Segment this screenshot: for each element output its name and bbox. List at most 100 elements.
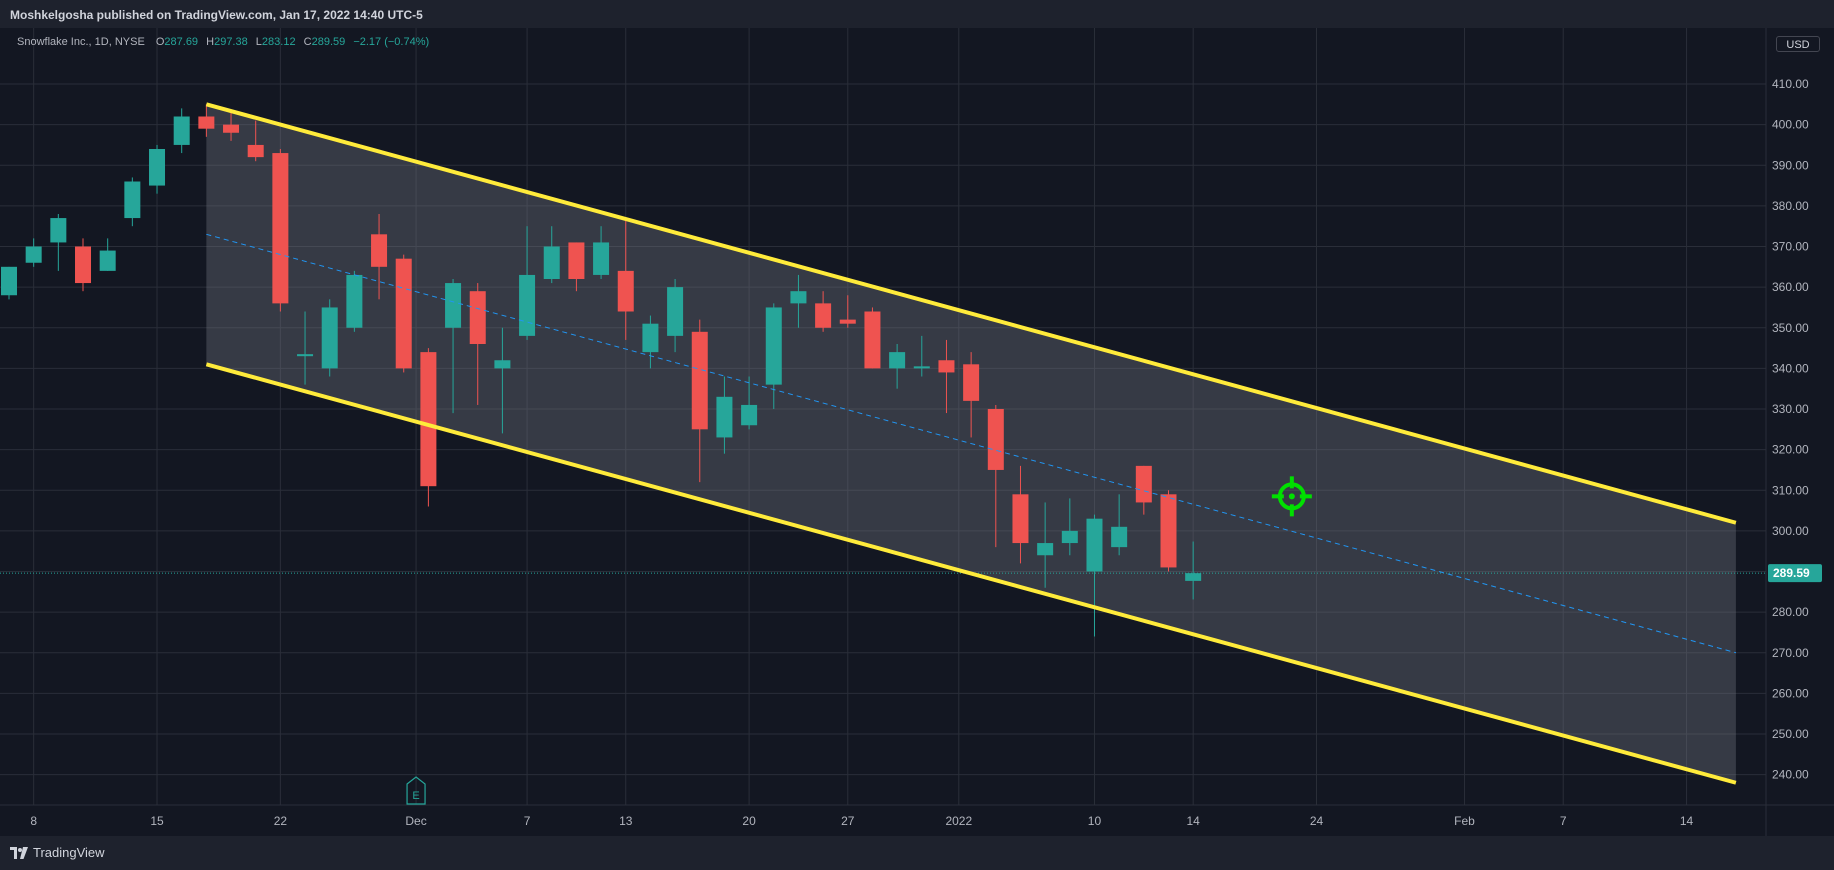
candle-down — [198, 116, 215, 129]
price-tick-label: 350.00 — [1772, 321, 1809, 335]
price-tick-label: 250.00 — [1772, 727, 1809, 741]
grid — [0, 28, 1834, 836]
candle-down — [272, 153, 289, 304]
last-price-label: 289.59 — [1773, 566, 1810, 580]
candle-down — [371, 234, 388, 267]
candle-up — [173, 116, 190, 145]
price-tick-label: 330.00 — [1772, 402, 1809, 416]
price-tick-label: 310.00 — [1772, 483, 1809, 497]
earnings-marker — [406, 776, 426, 805]
candle-up — [50, 218, 67, 243]
candles — [1, 104, 1202, 637]
candle-down — [691, 331, 708, 430]
candle-up — [913, 366, 930, 369]
candle-up — [519, 274, 536, 336]
brand-name: TradingView — [33, 845, 105, 860]
price-tick-label: 410.00 — [1772, 77, 1809, 91]
candle-up — [445, 283, 462, 328]
candle-up — [1111, 526, 1128, 548]
candle-up — [99, 250, 116, 271]
publication-bar: Moshkelgosha published on TradingView.co… — [0, 0, 1834, 28]
symbol-name: Snowflake Inc., 1D, NYSE — [17, 36, 145, 48]
candle-up — [346, 274, 363, 328]
time-tick-label: 7 — [1560, 814, 1567, 828]
time-tick-label: Feb — [1454, 814, 1475, 828]
candle-up — [321, 307, 338, 369]
time-tick-label: 14 — [1186, 814, 1200, 828]
price-tick-label: 300.00 — [1772, 524, 1809, 538]
candle-up — [1061, 530, 1078, 544]
candle-down — [1160, 494, 1177, 568]
price-tick-label: 270.00 — [1772, 646, 1809, 660]
change-value: −2.17 (−0.74%) — [353, 36, 430, 48]
candle-up — [1185, 573, 1202, 581]
price-tick-label: 400.00 — [1772, 118, 1809, 132]
time-tick-label: 7 — [524, 814, 531, 828]
chart-frame[interactable] — [0, 28, 1834, 836]
time-tick-label: 8 — [30, 814, 37, 828]
candle-up — [889, 352, 906, 369]
price-axis[interactable]: 410.00 400.00 390.00 380.00 370.00 360.00 350.… — [1768, 77, 1822, 782]
time-tick-label: 2022 — [945, 814, 972, 828]
time-tick-label: 14 — [1680, 814, 1694, 828]
candle-down — [617, 270, 634, 312]
candle-up — [790, 291, 807, 304]
candle-up — [741, 404, 758, 426]
channel-lower-line — [205, 362, 1737, 785]
time-tick-label: 15 — [150, 814, 164, 828]
currency-button[interactable]: USD — [1776, 36, 1820, 52]
candle-down — [815, 303, 832, 328]
low-value: 283.12 — [261, 36, 296, 48]
tradingview-logo[interactable]: TradingView — [10, 845, 105, 860]
candle-down — [839, 319, 856, 324]
price-tick-label: 340.00 — [1772, 361, 1809, 375]
candle-up — [543, 246, 560, 279]
candle-up — [593, 242, 610, 275]
markers: E — [406, 476, 1312, 805]
close-value: 289.59 — [311, 36, 346, 48]
time-tick-label: 13 — [619, 814, 633, 828]
tradingview-logo-icon — [10, 846, 28, 859]
candle-up — [1086, 518, 1103, 572]
price-tick-label: 260.00 — [1772, 686, 1809, 700]
symbol-legend: Snowflake Inc., 1D, NYSE O287.69 H297.38… — [17, 36, 429, 48]
candle-down — [1135, 465, 1152, 503]
crosshair-cursor-center — [1288, 493, 1295, 500]
high-value: 297.38 — [214, 36, 248, 48]
price-tick-label: 380.00 — [1772, 199, 1809, 213]
last-price-badge — [1768, 564, 1822, 583]
time-axis[interactable]: 8 15 22 Dec 7 13 20 27 2022 10 14 24 Feb 7 14 — [30, 814, 1693, 828]
candle-up — [716, 396, 733, 438]
channel-upper-line — [205, 102, 1737, 525]
candle-up — [1037, 543, 1054, 556]
time-tick-label: 10 — [1088, 814, 1102, 828]
low-label: L — [255, 36, 262, 48]
publication-text: Moshkelgosha published on TradingView.co… — [10, 8, 423, 22]
high-label: H — [206, 36, 215, 48]
candle-down — [1012, 494, 1029, 544]
candle-up — [25, 246, 42, 263]
candle-up — [494, 360, 511, 369]
price-tick-label: 370.00 — [1772, 240, 1809, 254]
candle-up — [642, 323, 659, 353]
price-tick-label: 360.00 — [1772, 280, 1809, 294]
candle-up — [149, 149, 166, 186]
channel-mid-line — [206, 233, 1737, 654]
price-chart[interactable]: 410.00 400.00 390.00 380.00 370.00 360.00 350.… — [0, 28, 1834, 836]
candle-up — [765, 307, 782, 385]
candle-down — [963, 364, 980, 401]
price-tick-label: 320.00 — [1772, 443, 1809, 457]
earnings-marker-label: E — [412, 790, 419, 802]
price-tick-label: 280.00 — [1772, 605, 1809, 619]
candle-down — [247, 144, 264, 158]
time-tick-label: 22 — [274, 814, 288, 828]
open-value: 287.69 — [164, 36, 199, 48]
time-tick-label: Dec — [405, 814, 426, 828]
parallel-channel[interactable] — [205, 102, 1737, 785]
candle-down — [987, 409, 1004, 470]
candle-down — [469, 291, 486, 344]
footer-bar: TradingView — [0, 836, 1834, 870]
candle-down — [75, 246, 92, 284]
time-tick-label: 24 — [1310, 814, 1324, 828]
open-label: O — [155, 36, 165, 48]
